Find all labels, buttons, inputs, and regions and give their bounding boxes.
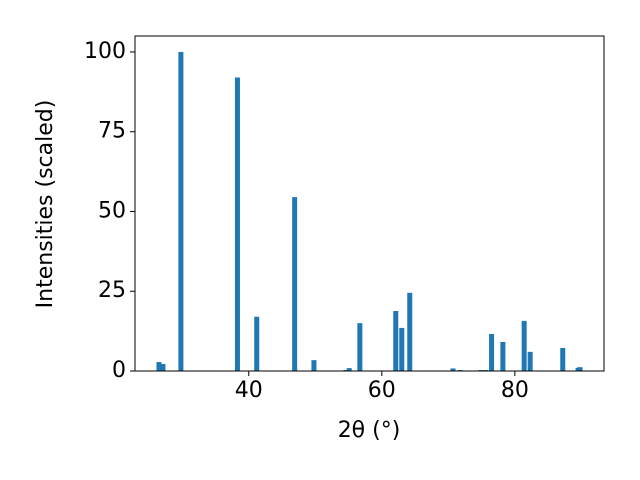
bar (254, 316, 260, 371)
x-axis-label: 2θ (°) (338, 418, 401, 443)
bar (527, 351, 533, 371)
x-tick-label: 40 (235, 378, 263, 403)
bar (156, 362, 162, 371)
y-tick-label: 0 (112, 358, 126, 383)
bar (399, 327, 405, 371)
y-tick-label: 50 (98, 198, 126, 223)
bar (577, 367, 583, 371)
y-tick-label: 75 (98, 119, 126, 144)
bar (234, 77, 240, 371)
bar (450, 368, 456, 371)
x-tick-label: 60 (368, 378, 396, 403)
bar (346, 368, 352, 371)
bar (178, 51, 184, 371)
y-tick-label: 100 (84, 39, 126, 64)
bar (357, 323, 363, 371)
bar (560, 348, 566, 371)
plot-frame (134, 35, 605, 372)
y-tick-label: 25 (98, 278, 126, 303)
y-axis-label: Intensities (scaled) (33, 100, 58, 309)
bar (311, 360, 317, 371)
bar (521, 320, 527, 371)
bar (500, 341, 506, 371)
bar (407, 292, 413, 371)
bar (489, 333, 495, 371)
x-tick-label: 80 (501, 378, 529, 403)
bar (393, 311, 399, 371)
bar (292, 197, 298, 371)
bar (160, 363, 166, 371)
